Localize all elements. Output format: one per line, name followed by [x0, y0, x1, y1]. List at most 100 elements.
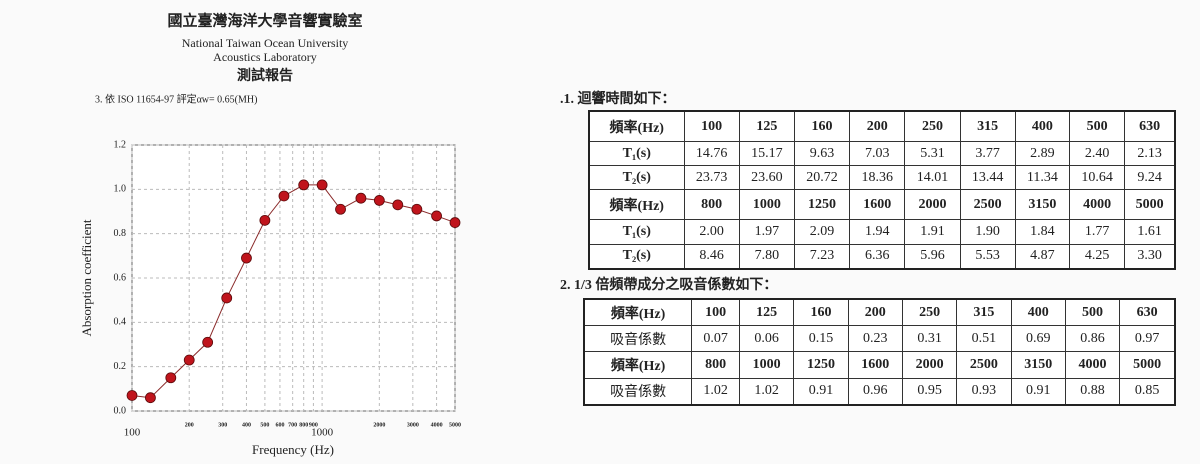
table-cell: 5.53	[959, 243, 1016, 270]
table-cell: T₂(s)	[588, 165, 685, 191]
table-cell: 1250	[793, 351, 849, 379]
data-point	[335, 203, 346, 215]
y-tick-label: 1.2	[114, 139, 127, 150]
x-tick-label: 800	[299, 422, 308, 428]
y-tick-label: 0.0	[114, 405, 127, 416]
table-cell: 3150	[1010, 351, 1066, 379]
table-cell: T₂(s)	[588, 243, 685, 270]
table-cell: 400	[1014, 110, 1071, 143]
absorption-table: 頻率(Hz) 100 125 160 200 250 315 400 500 630 吸音係數 0.0…	[583, 298, 1176, 406]
table-row: T₂(s) 8.46 7.80 7.23 6.36 5.96 5.53 4.87 4.25 3.3…	[588, 243, 1176, 270]
table-cell: 200	[847, 298, 903, 327]
table-cell: 0.06	[738, 325, 795, 353]
table-cell: 頻率(Hz)	[588, 189, 685, 221]
table-cell: 3.77	[959, 141, 1016, 167]
table-cell: 125	[738, 298, 795, 327]
table-cell: 800	[683, 189, 740, 221]
table-cell: 100	[691, 298, 740, 327]
table-cell: 1000	[738, 189, 795, 221]
data-point	[355, 192, 367, 204]
section-label: 2. 1/3 倍頻帶成分之吸音係數如下：	[560, 278, 778, 293]
table-cell: 9.63	[793, 141, 851, 167]
table-cell: 1000	[738, 351, 795, 379]
table-cell: 3150	[1014, 189, 1071, 221]
table-row: T₂(s) 23.73 23.60 20.72 18.36 14.01 13.44 11.34…	[588, 165, 1176, 191]
plot-area	[131, 144, 456, 412]
table-cell: 1.02	[691, 377, 740, 406]
x-tick-label: 900	[309, 422, 318, 428]
chart: 國立臺灣海洋大學音響實驗室 National Taiwan Ocean Univ…	[79, 11, 461, 457]
table-cell: 1.02	[738, 377, 795, 406]
table-cell: 3.30	[1124, 243, 1176, 270]
table-cell: 頻率(Hz)	[583, 351, 693, 379]
table-cell: 160	[793, 110, 851, 143]
table-cell: 0.95	[901, 377, 958, 406]
table-cell: 6.36	[849, 243, 906, 270]
table-cell: 9.24	[1124, 165, 1176, 191]
table-cell: 630	[1119, 298, 1176, 327]
data-point	[221, 292, 233, 304]
table-cell: 0.31	[901, 325, 958, 353]
table-cell: 0.15	[793, 325, 849, 353]
x-tick-label: 400	[242, 422, 251, 428]
table-cell: 500	[1069, 110, 1126, 143]
rating: 3. 依 ISO 11654-97 評定αw= 0.65(MH)	[95, 92, 257, 105]
table-cell: 1.94	[849, 219, 906, 245]
table-cell: 14.01	[904, 165, 961, 191]
table-cell: 2000	[904, 189, 961, 221]
table-cell: 0.23	[847, 325, 903, 353]
data-point	[145, 392, 156, 404]
table-cell: 8.46	[683, 243, 740, 270]
table-cell: 0.86	[1064, 325, 1121, 353]
table-row: T₁(s) 14.76 15.17 9.63 7.03 5.31 3.77 2.89 2.40 2…	[588, 141, 1176, 167]
table-cell: 4.25	[1069, 243, 1126, 270]
table-cell: T₁(s)	[588, 219, 685, 245]
table-cell: 11.34	[1014, 165, 1071, 191]
x-axis-label: Frequency (Hz)	[252, 442, 334, 457]
table-cell: 14.76	[683, 141, 740, 167]
table-cell: 7.80	[738, 243, 795, 270]
table-cell: 7.23	[793, 243, 851, 270]
table-cell: 0.96	[847, 377, 903, 406]
data-point	[126, 390, 138, 401]
data-point	[449, 217, 461, 228]
table-cell: 2.40	[1069, 141, 1126, 167]
table-cell: 160	[793, 298, 849, 327]
x-tick-label: 3000	[407, 422, 419, 428]
table-cell: 0.91	[1010, 377, 1066, 406]
table-cell: T₁(s)	[588, 141, 685, 167]
table-cell: 5.96	[904, 243, 961, 270]
data-point	[259, 214, 271, 226]
table-cell: 1.84	[1014, 219, 1071, 245]
x-tick-label: 700	[288, 422, 297, 428]
table-cell: 5.31	[904, 141, 961, 167]
table-cell: 315	[959, 110, 1016, 143]
table-cell: 5000	[1124, 189, 1176, 221]
table-cell: 吸音係數	[583, 377, 693, 406]
y-axis-label: Absorption coefficient	[79, 219, 94, 336]
table-cell: 1.90	[959, 219, 1016, 245]
table-cell: 頻率(Hz)	[583, 298, 693, 327]
table-cell: 1.61	[1124, 219, 1176, 245]
report-title: 測試報告	[237, 67, 293, 84]
table-cell: 吸音係數	[583, 325, 693, 353]
table-cell: 1250	[793, 189, 851, 221]
table-cell: 1.77	[1069, 219, 1126, 245]
table-cell: 1.97	[738, 219, 795, 245]
table-cell: 0.07	[691, 325, 740, 353]
title-en: National Taiwan Ocean University	[182, 36, 349, 50]
x-tick-label: 100	[124, 427, 141, 439]
table-cell: 18.36	[849, 165, 906, 191]
table-row: 頻率(Hz) 100 125 160 200 250 315 400 500 630	[588, 110, 1176, 143]
table-cell: 0.91	[793, 377, 849, 406]
table-cell: 4000	[1069, 189, 1126, 221]
x-tick-label: 500	[260, 422, 269, 428]
table-cell: 2.13	[1124, 141, 1176, 167]
data-point	[165, 372, 177, 384]
table-cell: 4000	[1064, 351, 1121, 379]
table-cell: 400	[1010, 298, 1066, 327]
table-cell: 2.09	[793, 219, 851, 245]
table-row: 吸音係數 1.02 1.02 0.91 0.96 0.95 0.93 0.91 0.88 0.85	[583, 377, 1176, 406]
table-cell: 125	[738, 110, 795, 143]
